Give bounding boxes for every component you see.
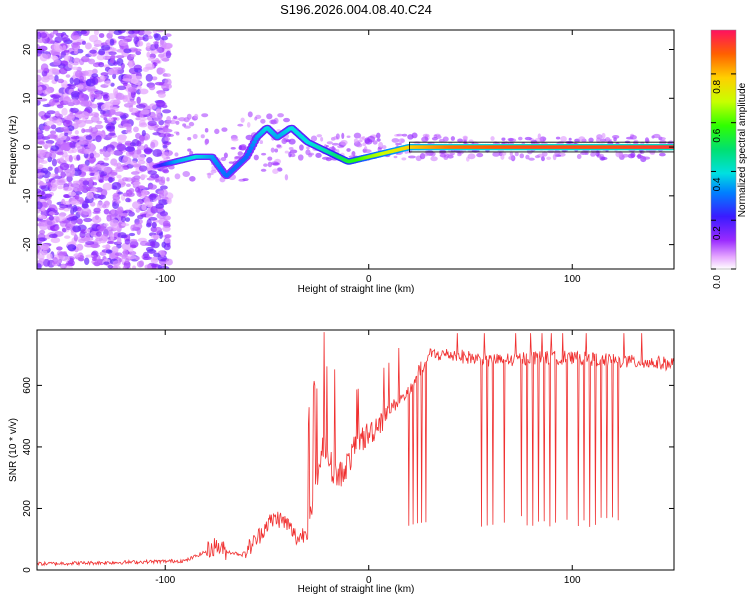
snr-y-tick-label: 400	[22, 438, 33, 455]
snr-x-axis: -100 0 100	[155, 330, 581, 586]
spectrogram-noise-layer	[37, 30, 674, 269]
spectrogram-y-axis: -20 -10 0 10 20	[22, 44, 674, 252]
snr-y-axis: 0 200 400 600	[22, 377, 674, 573]
snr-x-tick-label: -100	[155, 575, 175, 586]
spectrogram-y-tick-label: 0	[22, 144, 33, 150]
spectrogram-x-tick-label: 100	[564, 274, 581, 285]
colorbar-scale	[710, 29, 737, 270]
colorbar-tick-label: 0.0	[712, 275, 723, 289]
spectrogram-x-tick-label: -100	[155, 274, 175, 285]
spectrogram-y-tick-label: -10	[22, 188, 33, 203]
snr-chart: -100 0 100 0 200 400 600 Height of straight l…	[8, 329, 675, 595]
colorbar-tick-label: 0.4	[712, 177, 723, 191]
spectrogram-y-tick-label: -20	[22, 237, 33, 252]
colorbar-tick-label: 0.2	[712, 226, 723, 240]
snr-x-tick-label: 0	[366, 575, 372, 586]
snr-frame	[36, 329, 675, 571]
chart-title: S196.2026.004.08.40.C24	[280, 2, 432, 17]
snr-x-tick-label: 100	[564, 575, 581, 586]
colorbar: 0.0 0.2 0.4 0.6 0.8 Normalized spectral ampl…	[710, 29, 748, 289]
spectrogram-y-label: Frequency (Hz)	[8, 116, 19, 185]
snr-y-tick-label: 0	[22, 567, 33, 573]
spectrogram-x-axis: -100 0 100	[155, 30, 581, 285]
colorbar-ticks: 0.0 0.2 0.4 0.6 0.8	[711, 73, 736, 289]
snr-series-line	[37, 332, 674, 567]
spectrogram-x-label: Height of straight line (km)	[298, 284, 415, 295]
colorbar-tick-label: 0.8	[712, 79, 723, 93]
snr-y-tick-label: 600	[22, 377, 33, 394]
colorbar-label: Normalized spectral amplitude	[737, 82, 748, 217]
spectrogram-x-tick-label: 0	[366, 274, 372, 285]
snr-x-label: Height of straight line (km)	[298, 584, 415, 595]
spectrogram-y-tick-label: 10	[22, 92, 33, 104]
spectrogram-track-layer	[150, 124, 674, 180]
snr-y-label: SNR (10 * v/v)	[8, 418, 19, 482]
colorbar-tick-label: 0.6	[712, 128, 723, 142]
snr-y-tick-label: 200	[22, 500, 33, 517]
spectrogram-frame	[36, 29, 675, 270]
spectrogram-y-tick-label: 20	[22, 44, 33, 56]
